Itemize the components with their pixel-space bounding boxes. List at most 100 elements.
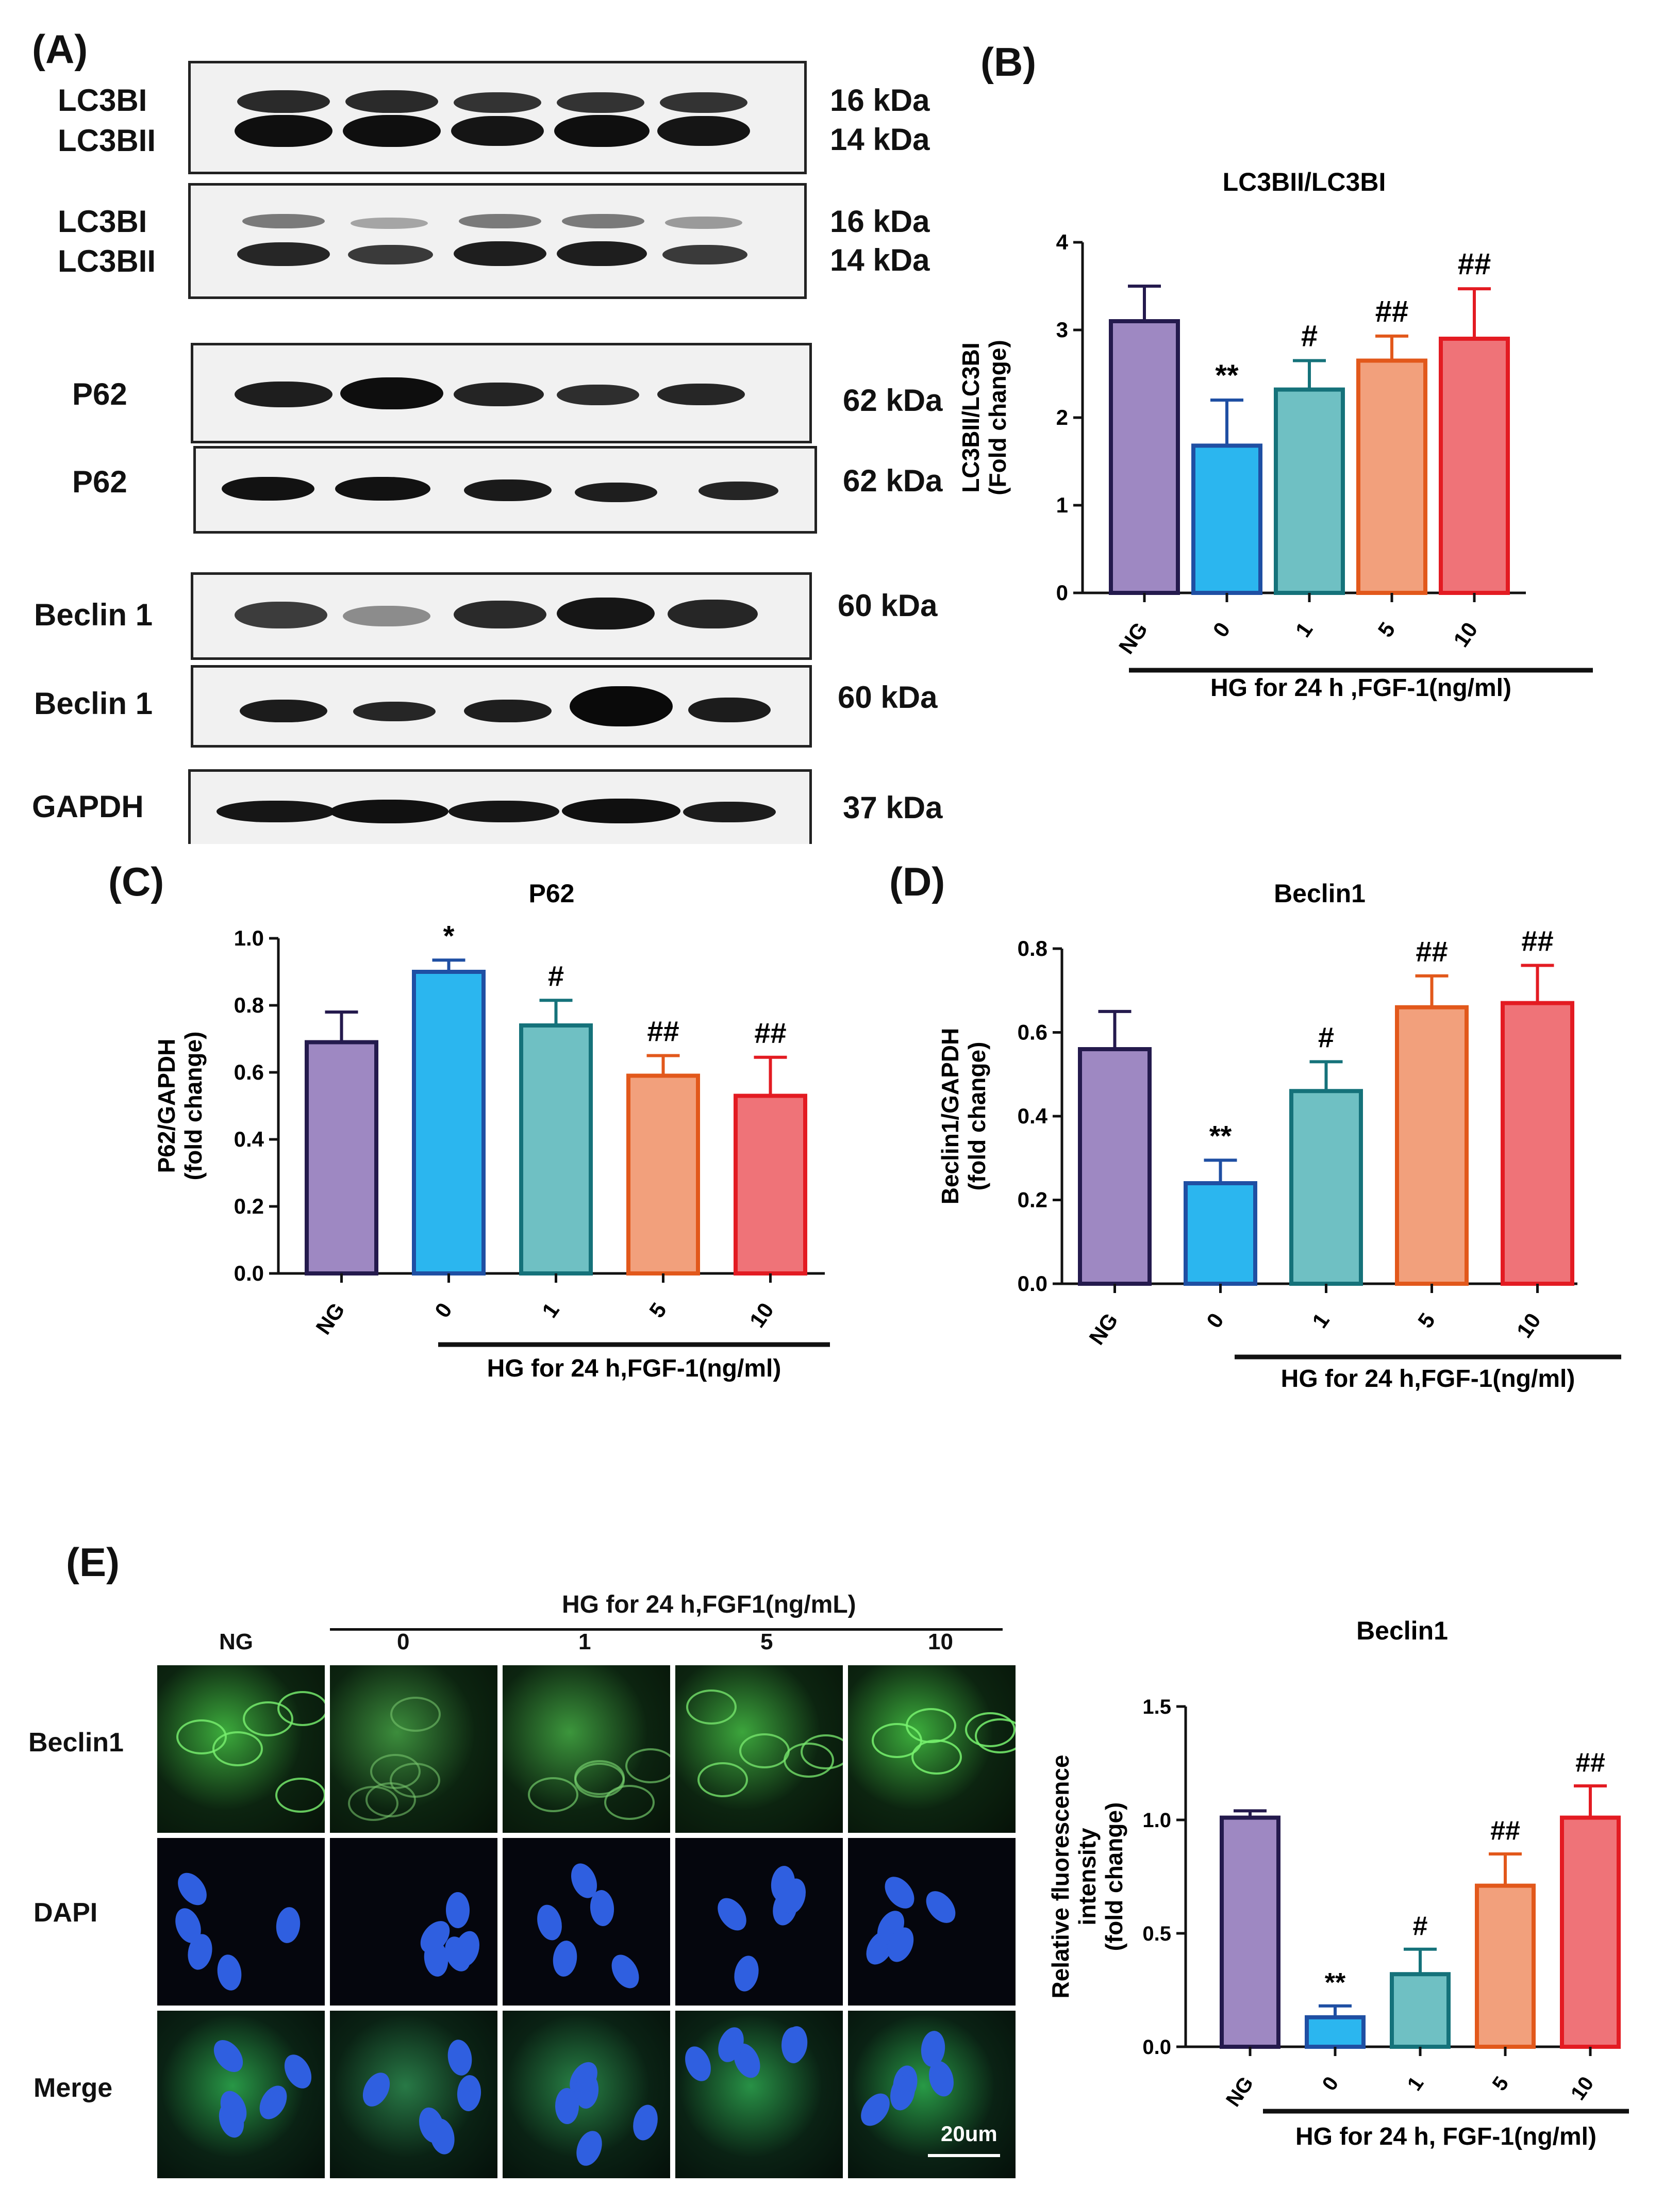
blot-label-lc3bii-2: LC3BII <box>58 244 156 278</box>
micrograph-tile <box>848 1665 1016 1833</box>
cell-nucleus <box>254 2080 293 2124</box>
micrograph-tile <box>330 2011 497 2178</box>
y-tick-label: 1.0 <box>1142 1809 1171 1832</box>
x-tick-label: 10 <box>1449 618 1482 651</box>
kda-14-b: 14 kDa <box>830 243 930 277</box>
y-tick-label: 1.0 <box>234 926 264 950</box>
blot-band <box>222 477 314 501</box>
bar-0 <box>1184 1181 1257 1286</box>
blot-band <box>464 700 552 722</box>
micrograph-tile <box>157 1838 325 2006</box>
cell-fluorescence <box>212 1731 263 1766</box>
y-axis-label: Beclin1/GAPDH <box>937 1028 963 1205</box>
blot-label-lc3bii: LC3BII <box>58 123 156 158</box>
blot-band <box>662 245 747 264</box>
significance-label: ## <box>1375 295 1409 328</box>
blot-gapdh <box>188 769 812 844</box>
blot-band <box>668 600 758 628</box>
blot-lc3-2 <box>188 183 807 299</box>
y-tick-label: 0.8 <box>1018 936 1047 960</box>
significance-label: # <box>1301 320 1318 353</box>
column-label-ng: NG <box>219 1629 253 1654</box>
blot-band <box>237 242 330 266</box>
cell-nucleus <box>920 1885 962 1929</box>
blot-label-p62-2: P62 <box>72 465 127 499</box>
cell-nucleus <box>445 1892 470 1929</box>
micrograph-tile <box>848 1838 1016 2006</box>
blot-band <box>554 115 650 147</box>
kda-62-a: 62 kDa <box>843 383 943 418</box>
kda-16-a: 16 kDa <box>830 83 930 118</box>
blot-band <box>240 700 327 722</box>
x-tick-label: 10 <box>1567 2073 1599 2105</box>
y-tick-label: 1 <box>1056 493 1068 517</box>
x-tick-label: 0 <box>1202 1308 1228 1332</box>
cell-fluorescence <box>686 1689 737 1725</box>
chart-b: LC3BII/LC3BI 0 1 2 3 4 LC3BII/LC3BI (Fold chang… <box>954 155 1624 732</box>
cell-nucleus <box>572 2127 607 2169</box>
column-label-5: 5 <box>760 1629 773 1654</box>
cell-nucleus <box>445 2038 474 2078</box>
cell-fluorescence <box>243 1701 294 1736</box>
cell-fluorescence <box>390 1696 441 1732</box>
y-tick-label: 0.0 <box>1018 1271 1047 1296</box>
bar-10 <box>1560 1815 1621 2049</box>
y-axis-label: (Fold change) <box>984 340 1011 495</box>
blot-band <box>660 92 747 113</box>
y-tick-label: 0.6 <box>234 1060 264 1084</box>
y-tick-label: 3 <box>1056 318 1068 342</box>
significance-label: ## <box>1458 247 1491 281</box>
blot-band <box>340 377 443 409</box>
blot-band <box>683 802 776 822</box>
significance-label: ## <box>1490 1816 1520 1846</box>
blot-p62-1 <box>191 343 812 443</box>
cell-nucleus <box>855 2088 896 2131</box>
x-tick-label: 0 <box>1318 2073 1343 2095</box>
blot-band <box>557 598 655 629</box>
chart-title: Beclin1 <box>1356 1616 1448 1645</box>
chart-title: P62 <box>529 879 575 908</box>
cell-nucleus <box>606 1950 645 1994</box>
blot-band <box>575 483 657 502</box>
cell-nucleus <box>208 2034 249 2078</box>
x-tick-label: 10 <box>745 1298 778 1332</box>
cell-fluorescence <box>528 1777 579 1812</box>
significance-label: ** <box>1215 359 1239 392</box>
significance-label: ** <box>1325 1968 1346 1998</box>
cell-fluorescence <box>574 1760 625 1795</box>
cell-nucleus <box>711 1893 753 1936</box>
cell-nucleus <box>589 1889 616 1928</box>
blot-beclin-2 <box>191 665 812 748</box>
blot-band <box>562 214 644 228</box>
bar-5 <box>1356 358 1427 595</box>
blot-band <box>343 606 430 626</box>
x-tick-label: 1 <box>1307 1308 1334 1332</box>
significance-label: # <box>1413 1911 1428 1941</box>
micrograph-header: HG for 24 h,FGF1(ng/mL) <box>562 1591 856 1618</box>
chart-d-svg: Beclin1 0.0 0.2 0.4 0.6 0.8 Beclin1/GAPDH (fold… <box>937 879 1621 1393</box>
blot-band <box>242 214 325 228</box>
kda-62-b: 62 kDa <box>843 463 943 498</box>
micrograph-tile <box>675 2011 843 2178</box>
blot-band <box>348 245 433 264</box>
significance-label: ## <box>754 1017 786 1049</box>
y-tick-label: 0.4 <box>234 1127 264 1151</box>
bar-1 <box>1274 387 1345 595</box>
cell-fluorescence <box>275 1777 325 1813</box>
chart-e-svg: Beclin1 0.0 0.5 1.0 1.5 Relative fluorescence… <box>1047 1616 1629 2150</box>
x-tick-label: 10 <box>1512 1308 1545 1342</box>
micrograph-tile <box>330 1838 497 2006</box>
significance-label: ## <box>1575 1748 1605 1778</box>
panel-label-b: (B) <box>980 39 1037 85</box>
y-tick-label: 0.2 <box>1018 1188 1047 1212</box>
cell-nucleus <box>680 2042 716 2085</box>
bar-5 <box>1475 1883 1536 2049</box>
scale-bar <box>928 2154 1000 2157</box>
panel-label-a: (A) <box>32 26 88 72</box>
y-axis-label: intensity <box>1074 1828 1101 1926</box>
cell-fluorescence <box>905 1708 956 1744</box>
cell-fluorescence <box>697 1762 748 1797</box>
y-axis-label: (fold change) <box>180 1032 207 1181</box>
bar-1 <box>519 1023 593 1275</box>
y-axis-label: (fold change) <box>963 1042 990 1191</box>
